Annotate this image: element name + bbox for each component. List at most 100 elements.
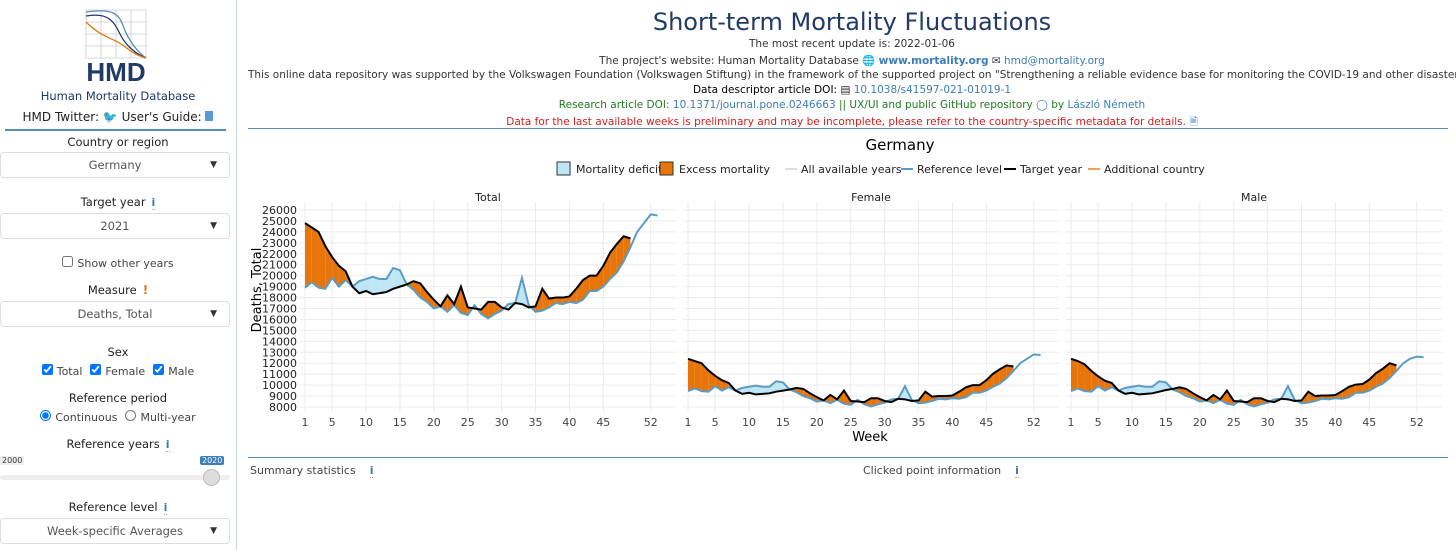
country-select[interactable]: Germany ▼: [0, 152, 230, 178]
y-tick-label: 8000: [269, 401, 297, 414]
fill-area: [325, 246, 333, 289]
fill-area: [1348, 384, 1356, 398]
fill-area: [925, 391, 933, 403]
legend-label: Additional country: [1104, 163, 1205, 176]
y-axis-label: Deaths, Total: [250, 248, 265, 333]
fill-area: [688, 358, 695, 392]
fill-area: [755, 385, 763, 395]
x-axis-label: Week: [852, 430, 888, 445]
fill-area: [1355, 384, 1363, 393]
x-tick-label: 52: [1027, 416, 1041, 429]
country-value: Germany: [88, 158, 142, 172]
fill-area: [694, 361, 702, 392]
fill-area: [366, 276, 373, 295]
pdf-icon[interactable]: 🗎: [1189, 116, 1198, 128]
fill-area: [596, 265, 604, 291]
slider-max-label: 2020: [200, 456, 225, 465]
y-tick-label: 23000: [262, 237, 297, 250]
y-tick-label: 12000: [262, 357, 297, 370]
sidebar-links: HMD Twitter: 🐦 User's Guide:: [0, 110, 236, 124]
divider: [5, 129, 226, 131]
x-tick-label: 1: [685, 416, 692, 429]
y-tick-label: 9000: [269, 390, 297, 403]
research-doi-link[interactable]: 10.1371/journal.pone.0246663: [672, 99, 836, 111]
warning-line: Data for the last available weeks is pre…: [506, 116, 1198, 128]
caret-down-icon: ▼: [210, 221, 217, 231]
info-icon[interactable]: i: [1015, 464, 1019, 478]
target-year-select[interactable]: 2021 ▼: [0, 213, 230, 239]
sex-total-checkbox[interactable]: [41, 364, 53, 375]
fill-area: [1152, 381, 1160, 394]
info-icon[interactable]: i: [369, 464, 374, 478]
fill-area: [1084, 364, 1092, 392]
fill-area: [569, 288, 577, 304]
ref-level-value: Week-specific Averages: [47, 524, 183, 538]
y-tick-label: 15000: [262, 324, 297, 337]
x-tick-label: 30: [495, 416, 509, 429]
y-tick-label: 11000: [262, 368, 297, 381]
continuous-radio[interactable]: [40, 410, 52, 421]
doi-link[interactable]: 10.1038/s41597-021-01019-1: [853, 84, 1012, 96]
fill-area: [972, 385, 980, 393]
legend-label: Target year: [1019, 163, 1083, 176]
fill-area: [959, 387, 966, 399]
twitter-icon[interactable]: 🐦: [102, 110, 118, 124]
x-tick-label: 25: [1227, 416, 1241, 429]
website-link[interactable]: www.mortality.org: [878, 55, 989, 67]
author-link[interactable]: László Németh: [1067, 99, 1146, 111]
sex-female-checkbox[interactable]: [90, 364, 102, 375]
x-tick-label: 40: [945, 416, 959, 429]
legend-label: Reference level: [917, 163, 1002, 176]
update-text: The most recent update is: 2022-01-06: [749, 38, 955, 50]
x-tick-label: 30: [878, 416, 892, 429]
y-tick-label: 24000: [262, 226, 297, 239]
sex-label: Sex: [107, 345, 129, 359]
fill-area: [420, 283, 428, 302]
research-line: Research article DOI: 10.1371/journal.po…: [558, 99, 1146, 111]
fill-area: [701, 363, 709, 392]
info-icon[interactable]: i: [163, 501, 168, 515]
email-link[interactable]: hmd@mortality.org: [1004, 55, 1105, 67]
main-panel: Short-term Mortality Fluctuations The mo…: [248, 0, 1456, 550]
target-year-line: [687, 357, 1014, 404]
x-tick-label: 40: [1328, 416, 1342, 429]
fill-area: [1369, 373, 1377, 391]
fill-area: [1376, 368, 1383, 387]
target-year-label: Target year i: [80, 195, 156, 210]
info-icon[interactable]: i: [151, 196, 156, 210]
slider-min-label: 2000: [0, 456, 25, 465]
ref-years-slider-track[interactable]: [0, 475, 230, 480]
fill-area: [1389, 363, 1397, 378]
target-year-line: [1070, 357, 1397, 404]
show-other-years[interactable]: Show other years: [0, 256, 236, 270]
x-tick-label: 1: [302, 416, 309, 429]
exclamation-icon[interactable]: !: [142, 283, 149, 297]
measure-select[interactable]: Deaths, Total ▼: [0, 301, 230, 327]
fill-area: [1145, 386, 1153, 394]
reference-line: [1070, 355, 1424, 408]
x-tick-label: 15: [393, 416, 407, 429]
globe-icon: 🌐: [862, 55, 876, 67]
x-tick-label: 10: [742, 416, 756, 429]
sex-male-checkbox[interactable]: [153, 364, 165, 375]
multi-year-radio[interactable]: [125, 410, 137, 421]
country-label: Country or region: [67, 135, 169, 149]
y-tick-label: 25000: [262, 215, 297, 228]
book-icon[interactable]: [205, 111, 214, 121]
fill-area: [582, 275, 590, 300]
fill-area: [386, 268, 394, 293]
ref-level-select[interactable]: Week-specific Averages ▼: [0, 518, 230, 544]
show-other-years-checkbox[interactable]: [62, 256, 74, 267]
ref-years-slider-handle[interactable]: [203, 469, 220, 486]
page-title: Short-term Mortality Fluctuations: [652, 8, 1052, 36]
target-year-value: 2021: [100, 219, 130, 233]
fill-area: [1138, 385, 1146, 395]
caret-down-icon: ▼: [210, 526, 217, 536]
x-tick-label: 10: [1125, 416, 1139, 429]
info-icon[interactable]: i: [165, 438, 170, 452]
fill-area: [589, 275, 597, 291]
github-icon[interactable]: ◯: [1036, 99, 1048, 111]
mortality-chart[interactable]: Germany Mortality deficit Excess mortalit…: [248, 130, 1456, 450]
